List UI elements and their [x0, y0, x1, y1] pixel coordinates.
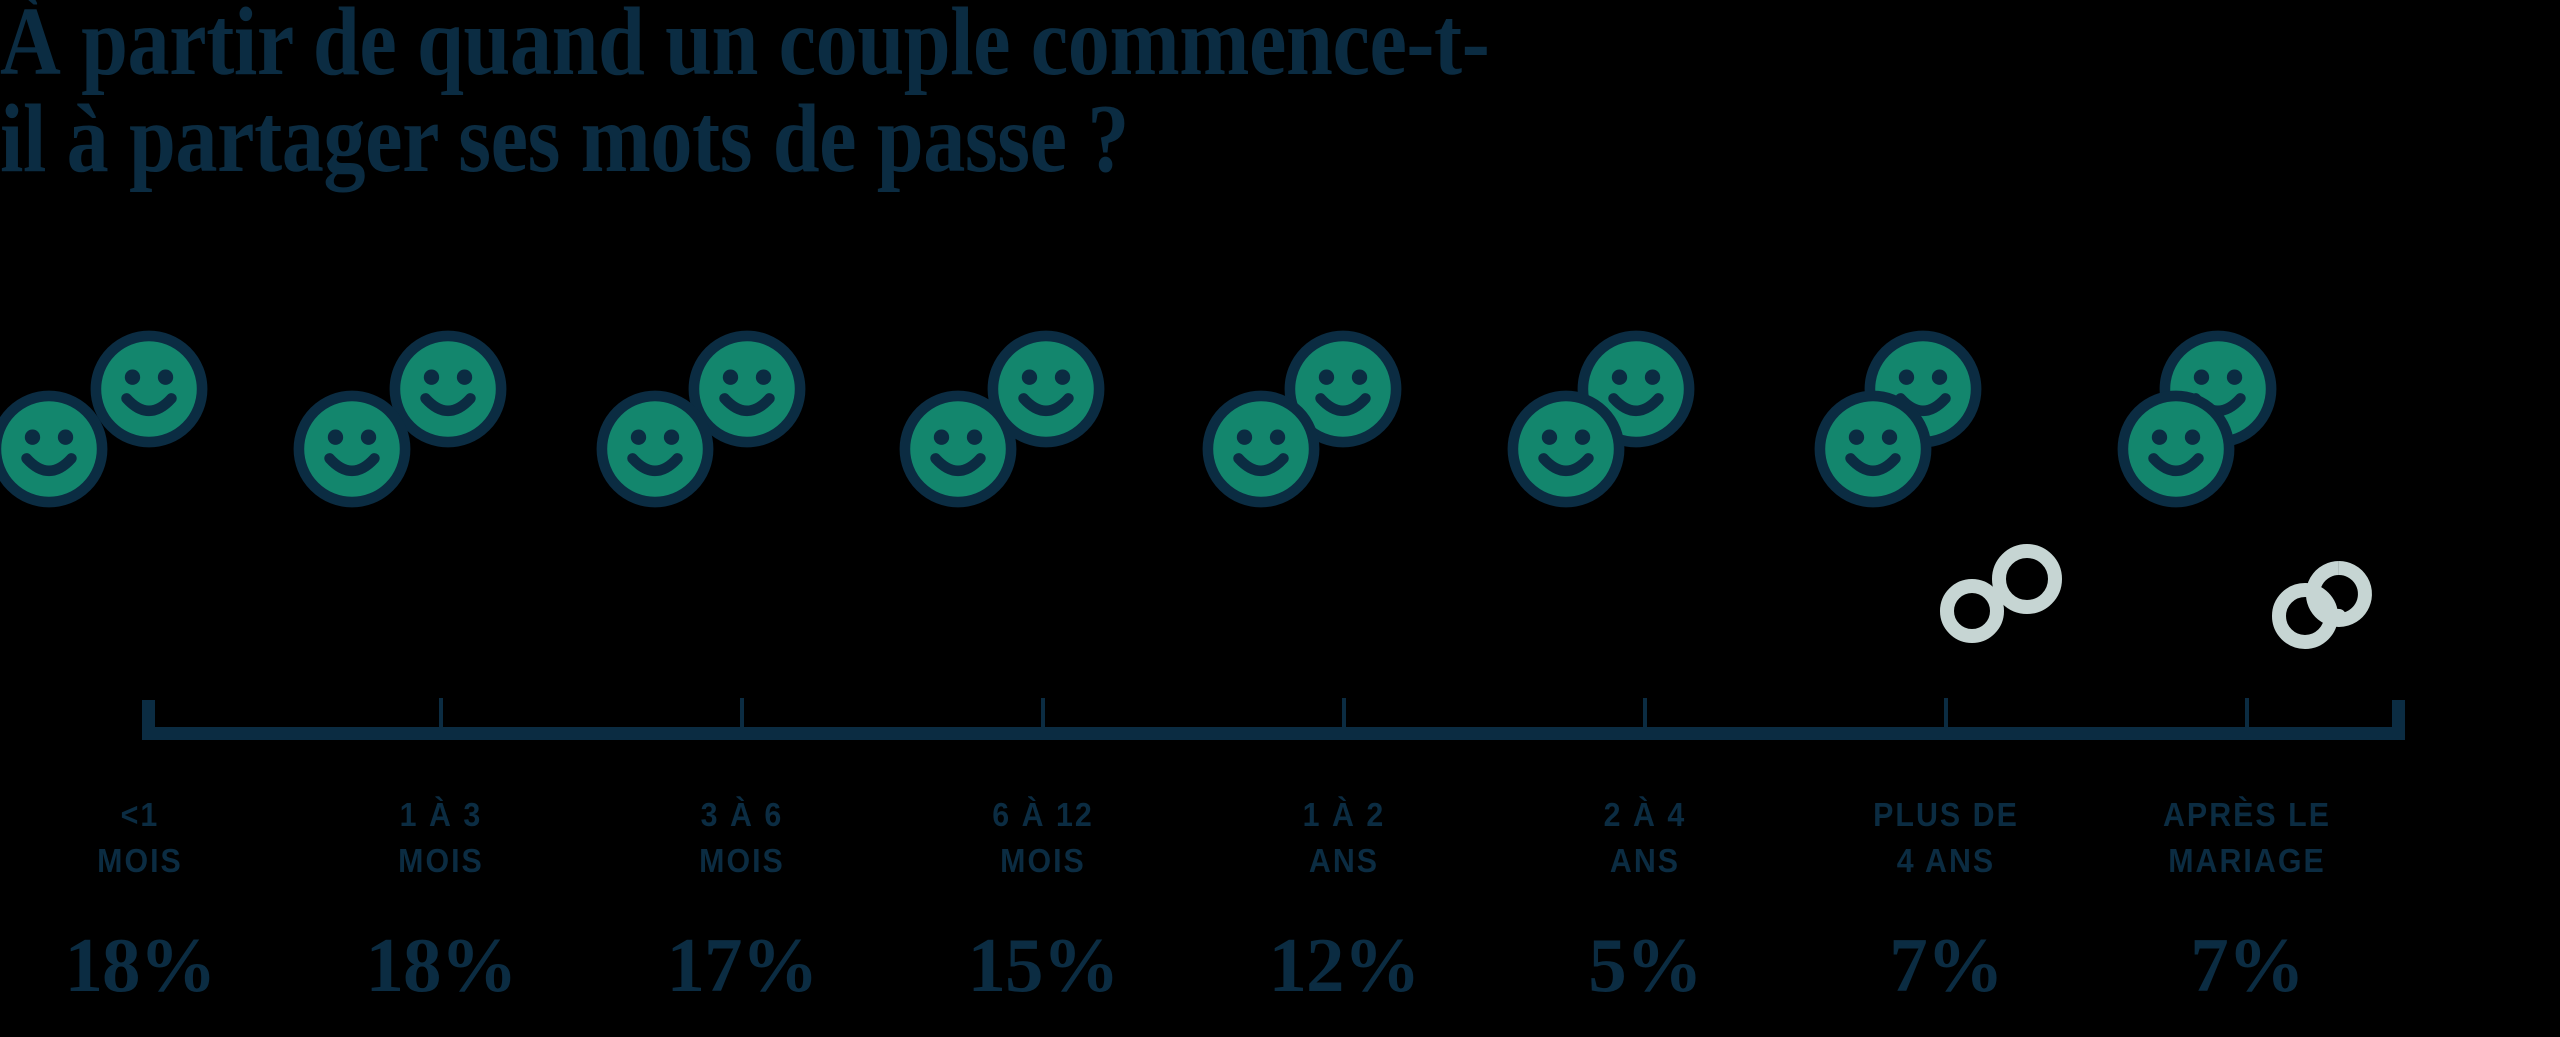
rings-slot: [1184, 530, 1504, 640]
face-pair: [582, 330, 902, 540]
smiley-face-icon: [2117, 390, 2235, 508]
category-label: 6 À 12 MOIS: [896, 792, 1190, 883]
percentage-value: 7%: [2190, 922, 2305, 1008]
smiley-face-icon: [688, 330, 806, 448]
category-label-line-1: 3 À 6: [700, 796, 784, 833]
rings-slot: [1936, 538, 2256, 648]
chart-column-8[interactable]: APRÈS LE MARIAGE 7%: [2087, 0, 2407, 1037]
percentage-value: 18%: [64, 922, 217, 1008]
face-pair: [281, 330, 601, 540]
face-pair: [1184, 330, 1504, 540]
axis-tick-2: [740, 698, 744, 730]
category-label-line-2: MOIS: [398, 841, 484, 879]
axis-tick-1: [439, 698, 443, 730]
axis-bracket: [142, 698, 2405, 740]
smiley-face-icon: [0, 390, 108, 508]
category-label: 1 À 2 ANS: [1197, 792, 1491, 883]
category-label-line-1: <1: [120, 796, 160, 833]
two-linked-rings-icon: [2272, 561, 2372, 649]
axis-tick-6: [1944, 698, 1948, 730]
rings-slot: [0, 530, 300, 640]
category-label-line-2: MARIAGE: [2168, 841, 2326, 879]
category-label: 3 À 6 MOIS: [595, 792, 889, 883]
category-label: <1 MOIS: [0, 792, 287, 883]
smiley-face-icon: [293, 390, 411, 508]
percentage-value: 17%: [666, 922, 819, 1008]
chart-column-1[interactable]: <1 MOIS 18%: [0, 0, 300, 1037]
face-pair: [883, 330, 1203, 540]
page-title-line-2: il à partager ses mots de passe ?: [0, 85, 1129, 194]
smiley-face-icon: [1507, 390, 1625, 508]
category-label-line-2: ANS: [1308, 841, 1380, 879]
category-label-line-1: 1 À 3: [399, 796, 483, 833]
smiley-face-icon: [389, 330, 507, 448]
axis-tick-4: [1342, 698, 1346, 730]
percentage-value: 5%: [1588, 922, 1703, 1008]
category-label-line-1: 2 À 4: [1603, 796, 1687, 833]
two-separate-rings-icon: [1940, 544, 2062, 643]
category-label-line-2: MOIS: [699, 841, 785, 879]
rings-slot: [883, 530, 1203, 640]
face-pair: [0, 330, 300, 540]
rings-slot: [582, 530, 902, 640]
chart-column-5[interactable]: 1 À 2 ANS 12%: [1184, 0, 1504, 1037]
smiley-face-icon: [596, 390, 714, 508]
category-label-line-2: MOIS: [97, 841, 183, 879]
category-label: PLUS DE 4 ANS: [1799, 792, 2093, 883]
category-label-line-1: 6 À 12: [992, 796, 1094, 833]
axis-tick-7: [2245, 698, 2249, 730]
smiley-face-icon: [899, 390, 1017, 508]
category-label: 2 À 4 ANS: [1498, 792, 1792, 883]
percentage-value: 15%: [967, 922, 1120, 1008]
category-label-line-1: 1 À 2: [1302, 796, 1386, 833]
smiley-face-icon: [1202, 390, 1320, 508]
percentage-value: 7%: [1889, 922, 2004, 1008]
category-label: APRÈS LE MARIAGE: [2100, 792, 2394, 883]
category-label-line-2: ANS: [1609, 841, 1681, 879]
category-label-line-2: MOIS: [1000, 841, 1086, 879]
smiley-face-icon: [987, 330, 1105, 448]
chart-column-4[interactable]: 6 À 12 MOIS 15%: [883, 0, 1203, 1037]
chart-column-2[interactable]: 1 À 3 MOIS 18%: [281, 0, 601, 1037]
page-title-line-1: À partir de quand un couple commence-t-: [0, 0, 1490, 96]
rings-slot: [1485, 530, 1805, 640]
page-title: À partir de quand un couple commence-t- …: [0, 0, 2120, 188]
category-label: 1 À 3 MOIS: [294, 792, 588, 883]
axis-tick-3: [1041, 698, 1045, 730]
smiley-face-icon: [90, 330, 208, 448]
smiley-face-icon: [1284, 330, 1402, 448]
axis-tick-5: [1643, 698, 1647, 730]
face-pair: [1786, 330, 2106, 540]
category-label-line-1: PLUS DE: [1873, 796, 2019, 833]
axis-baseline: [142, 727, 2405, 740]
axis-cap-right: [2392, 700, 2405, 740]
axis-cap-left: [142, 700, 155, 740]
rings-slot: [2255, 548, 2560, 658]
chart-column-3[interactable]: 3 À 6 MOIS 17%: [582, 0, 902, 1037]
percentage-value: 18%: [365, 922, 518, 1008]
percentage-value: 12%: [1268, 922, 1421, 1008]
chart-column-6[interactable]: 2 À 4 ANS 5%: [1485, 0, 1805, 1037]
smiley-face-icon: [1814, 390, 1932, 508]
chart-column-7[interactable]: PLUS DE 4 ANS 7%: [1786, 0, 2106, 1037]
category-label-line-2: 4 ANS: [1896, 841, 1996, 879]
rings-slot: [281, 530, 601, 640]
face-pair: [2087, 330, 2407, 540]
face-pair: [1485, 330, 1805, 540]
category-label-line-1: APRÈS LE: [2162, 796, 2332, 833]
